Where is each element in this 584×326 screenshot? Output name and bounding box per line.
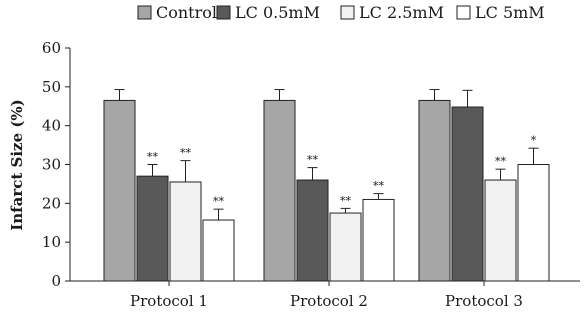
y-tick-label: 40	[42, 117, 61, 135]
x-tick-label: Protocol 1	[130, 292, 208, 310]
bar-control-protocol-2	[263, 99, 296, 282]
legend-label-lc-2-5mm: LC 2.5mM	[359, 3, 444, 22]
significance-marker: **	[373, 180, 385, 193]
bar-control-protocol-1	[103, 99, 136, 282]
bar-lc-5mm-protocol-2	[362, 198, 395, 282]
y-tick-label: 20	[42, 194, 61, 212]
significance-marker: **	[213, 195, 225, 208]
y-tick-label: 30	[42, 156, 61, 174]
legend-label-control: Control	[156, 3, 217, 22]
bar-control-protocol-3	[418, 99, 451, 282]
x-tick-label: Protocol 3	[445, 292, 523, 310]
y-tick-label: 0	[51, 272, 61, 290]
y-axis-label: Infarct Size (%)	[8, 99, 26, 231]
y-axis: 0 10 20 30 40 50 60	[42, 39, 71, 290]
significance-marker: **	[147, 151, 159, 164]
significance-marker: **	[340, 194, 352, 207]
bar-lc-2-5mm-protocol-3	[484, 179, 517, 282]
significance-marker: *	[531, 134, 537, 147]
y-tick-label: 10	[42, 233, 61, 251]
legend-label-lc-0-5mm: LC 0.5mM	[235, 3, 320, 22]
significance-marker: **	[495, 155, 507, 168]
legend: Control LC 0.5mM LC 2.5mM LC 5mM	[137, 3, 545, 22]
bar-lc-0-5mm-protocol-2	[296, 179, 329, 282]
bar-lc-0-5mm-protocol-1	[136, 175, 169, 282]
significance-marker: **	[307, 154, 319, 167]
bar-lc-5mm-protocol-1	[202, 219, 235, 282]
bar-lc-0-5mm-protocol-3	[451, 106, 484, 282]
x-tick-label: Protocol 2	[290, 292, 368, 310]
significance-marker: **	[180, 147, 192, 160]
legend-swatch-lc-5mm	[456, 5, 471, 20]
legend-swatch-control	[137, 5, 152, 20]
bar-lc-2-5mm-protocol-2	[329, 212, 362, 282]
x-axis: Protocol 1 Protocol 2 Protocol 3	[70, 280, 580, 310]
y-tick-label: 50	[42, 78, 61, 96]
bar-lc-2-5mm-protocol-1	[169, 181, 202, 282]
legend-swatch-lc-2-5mm	[340, 5, 355, 20]
y-tick-label: 60	[42, 39, 61, 57]
bars: ** *************	[103, 89, 550, 282]
legend-swatch-lc-0-5mm	[216, 5, 231, 20]
bar-lc-5mm-protocol-3	[517, 164, 550, 282]
legend-label-lc-5mm: LC 5mM	[475, 3, 545, 22]
